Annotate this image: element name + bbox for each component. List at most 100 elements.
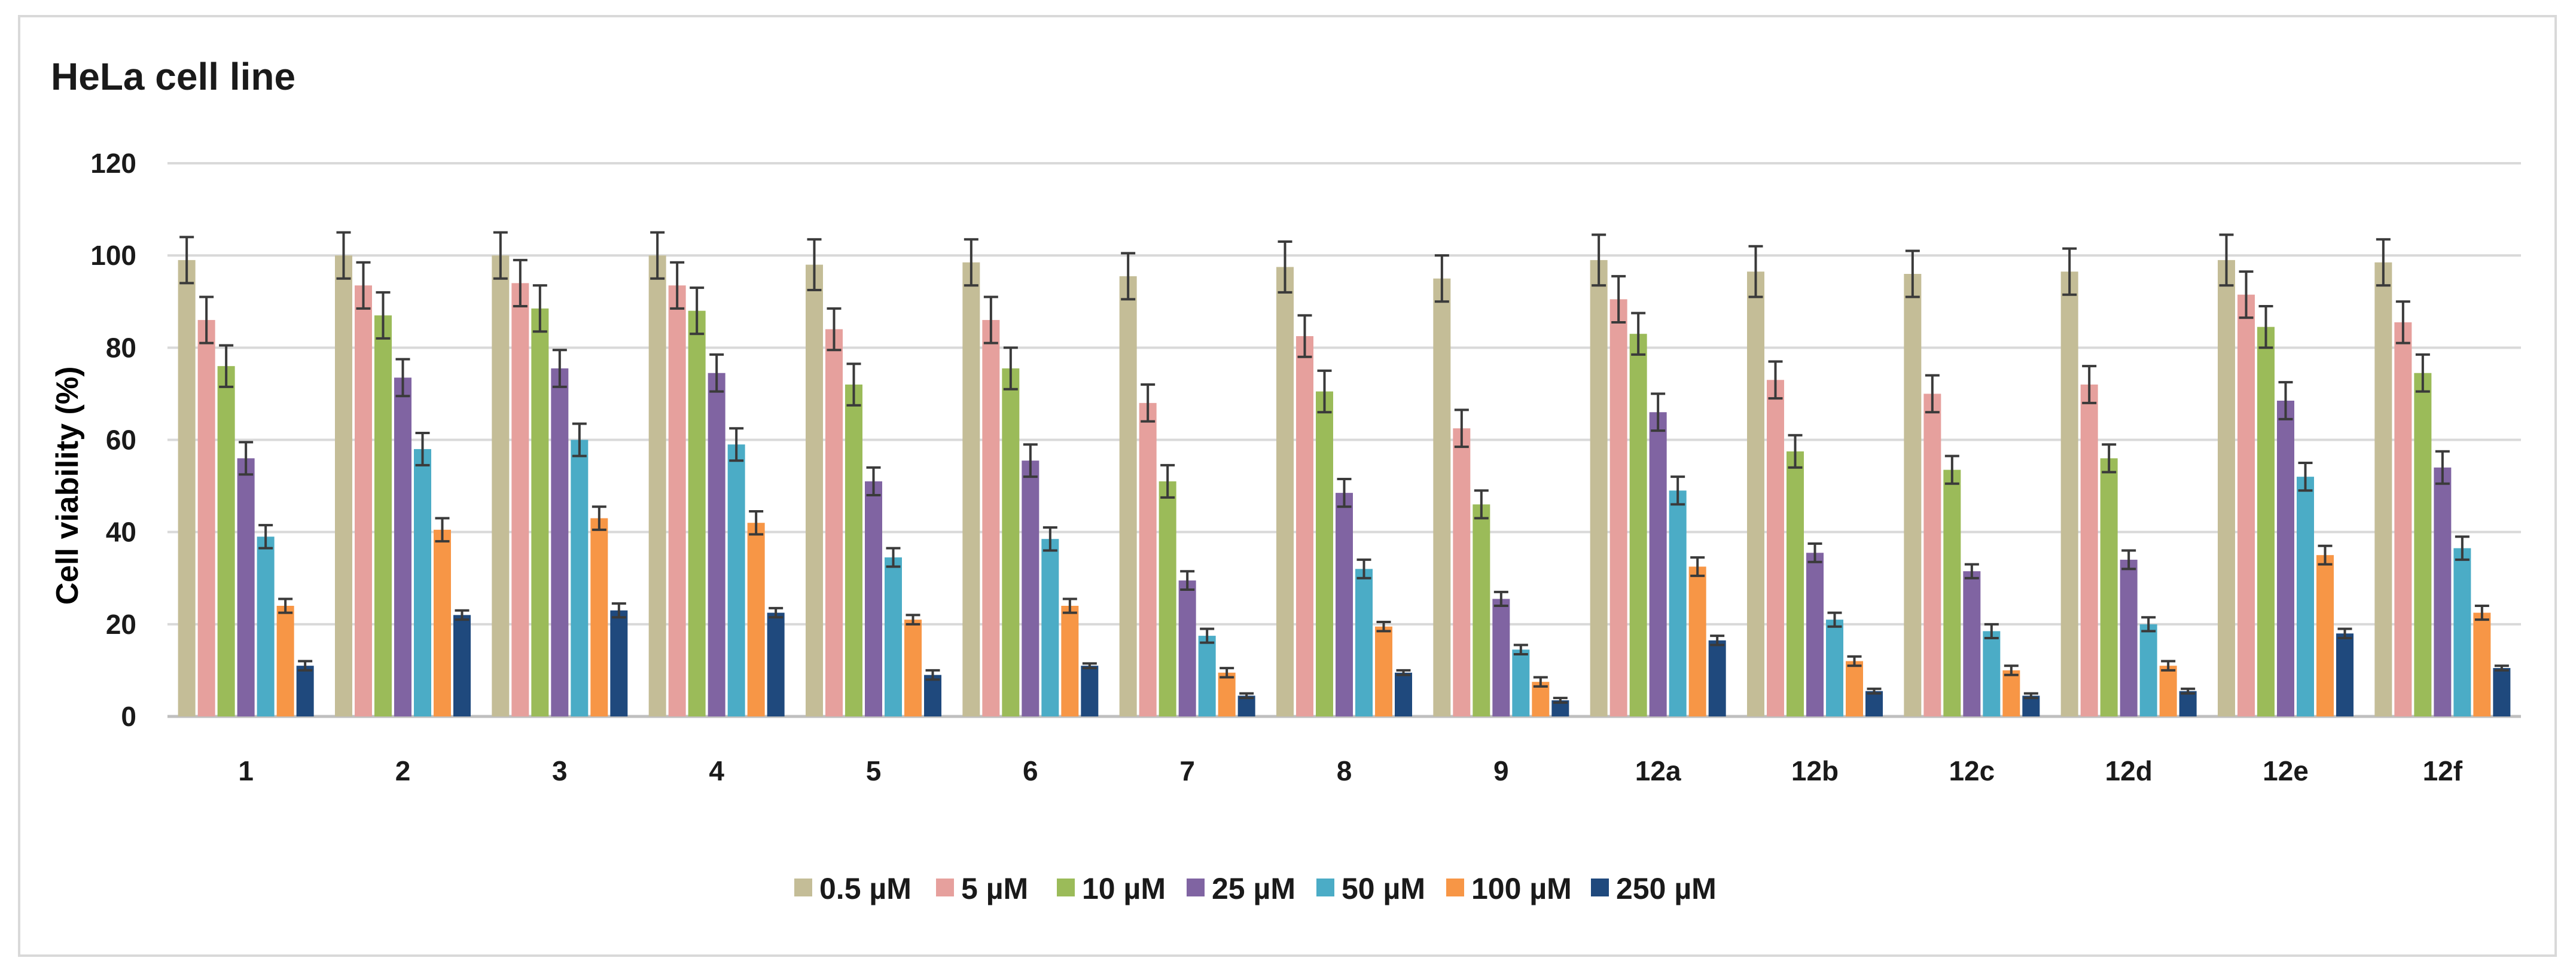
- bar: [434, 529, 451, 716]
- bar: [727, 444, 745, 716]
- bar: [2493, 668, 2511, 716]
- bar: [1649, 412, 1667, 716]
- y-tick-label: 60: [106, 425, 136, 456]
- bar: [1943, 469, 1961, 716]
- legend-swatch: [1187, 879, 1205, 896]
- bar: [2218, 260, 2235, 716]
- bar: [1806, 553, 1824, 716]
- bar: [2120, 559, 2138, 716]
- legend-swatch: [1446, 879, 1464, 896]
- bar: [178, 260, 196, 716]
- bar: [394, 377, 411, 716]
- bar: [1708, 640, 1726, 716]
- bar: [1609, 299, 1627, 716]
- bar: [335, 255, 352, 717]
- bar: [2336, 633, 2354, 716]
- chart-title: HeLa cell line: [51, 55, 295, 98]
- bar: [1923, 394, 1941, 716]
- y-tick-label: 20: [106, 609, 136, 640]
- bar: [2179, 691, 2197, 716]
- bar: [1022, 460, 1039, 716]
- bar: [1904, 274, 1922, 716]
- bar: [1002, 368, 1020, 716]
- legend-label: 100 µM: [1471, 872, 1572, 905]
- bar: [1081, 666, 1099, 716]
- bar: [197, 320, 215, 716]
- legend-label: 0.5 µM: [819, 872, 911, 905]
- bar: [276, 606, 294, 716]
- legend: 0.5 µM 5 µM 10 µM 25 µM 50 µM 100 µM 250 µM: [794, 872, 1717, 905]
- bar: [531, 308, 549, 716]
- legend-label: 10 µM: [1082, 872, 1166, 905]
- bar: [1395, 672, 1412, 716]
- bar: [414, 449, 431, 716]
- x-axis-ticks: 1 2 3 4 5 6 7 8 9 12a 12b 12c 12d 12e 12f: [238, 755, 2462, 786]
- bar: [453, 615, 471, 716]
- bar: [1983, 631, 2001, 716]
- bar: [2100, 458, 2118, 716]
- bar: [2237, 294, 2255, 716]
- bar: [1198, 636, 1216, 716]
- bars: [178, 231, 2511, 717]
- bar: [2060, 272, 2078, 716]
- legend-swatch: [936, 879, 954, 896]
- bar: [1119, 276, 1137, 717]
- x-tick-label: 12f: [2423, 755, 2463, 786]
- bar: [1453, 428, 1471, 716]
- bar: [551, 368, 569, 716]
- x-tick-label: 2: [395, 755, 411, 786]
- bar: [1139, 402, 1157, 716]
- bar: [1473, 504, 1490, 716]
- x-tick-label: 6: [1023, 755, 1038, 786]
- bar: [688, 310, 706, 716]
- x-tick-label: 5: [866, 755, 882, 786]
- bar: [1433, 278, 1451, 716]
- bar: [610, 610, 628, 716]
- bar: [257, 536, 275, 716]
- legend-label: 5 µM: [961, 872, 1028, 905]
- bar: [2297, 477, 2314, 716]
- bar: [1846, 661, 1863, 716]
- y-tick-label: 40: [106, 517, 136, 548]
- bar: [2080, 385, 2098, 716]
- bar: [1787, 451, 1804, 716]
- bar: [2394, 322, 2412, 716]
- bar: [924, 675, 941, 716]
- bar: [1669, 490, 1687, 716]
- bar: [374, 315, 392, 716]
- bar: [1747, 272, 1764, 716]
- legend-label: 25 µM: [1212, 872, 1295, 905]
- bar: [1218, 672, 1236, 716]
- bar: [355, 285, 372, 716]
- legend-swatch: [1591, 879, 1609, 896]
- bar: [1512, 649, 1530, 716]
- bar: [2414, 373, 2432, 716]
- bar: [747, 523, 765, 716]
- y-axis-title: Cell viability (%): [50, 367, 85, 605]
- bar: [1629, 334, 1647, 716]
- bar: [904, 620, 922, 716]
- bar: [1061, 606, 1079, 716]
- x-tick-label: 9: [1493, 755, 1509, 786]
- bar: [1492, 599, 1510, 716]
- bar: [2316, 555, 2334, 716]
- bar: [1041, 539, 1059, 716]
- bar: [1767, 380, 1784, 716]
- bar: [668, 285, 686, 716]
- bar: [825, 329, 843, 716]
- bar: [237, 458, 255, 716]
- x-tick-label: 1: [238, 755, 254, 786]
- bar: [2374, 262, 2392, 717]
- bar: [806, 264, 823, 716]
- bar: [590, 518, 608, 716]
- x-tick-label: 12e: [2263, 755, 2309, 786]
- bar: [1159, 481, 1176, 716]
- x-tick-label: 8: [1337, 755, 1352, 786]
- bar: [1355, 569, 1373, 716]
- bar: [865, 481, 882, 716]
- bar: [1336, 493, 1353, 716]
- legend-swatch: [1057, 879, 1075, 896]
- bar: [296, 666, 314, 716]
- bar: [2002, 670, 2020, 716]
- legend-swatch: [794, 879, 812, 896]
